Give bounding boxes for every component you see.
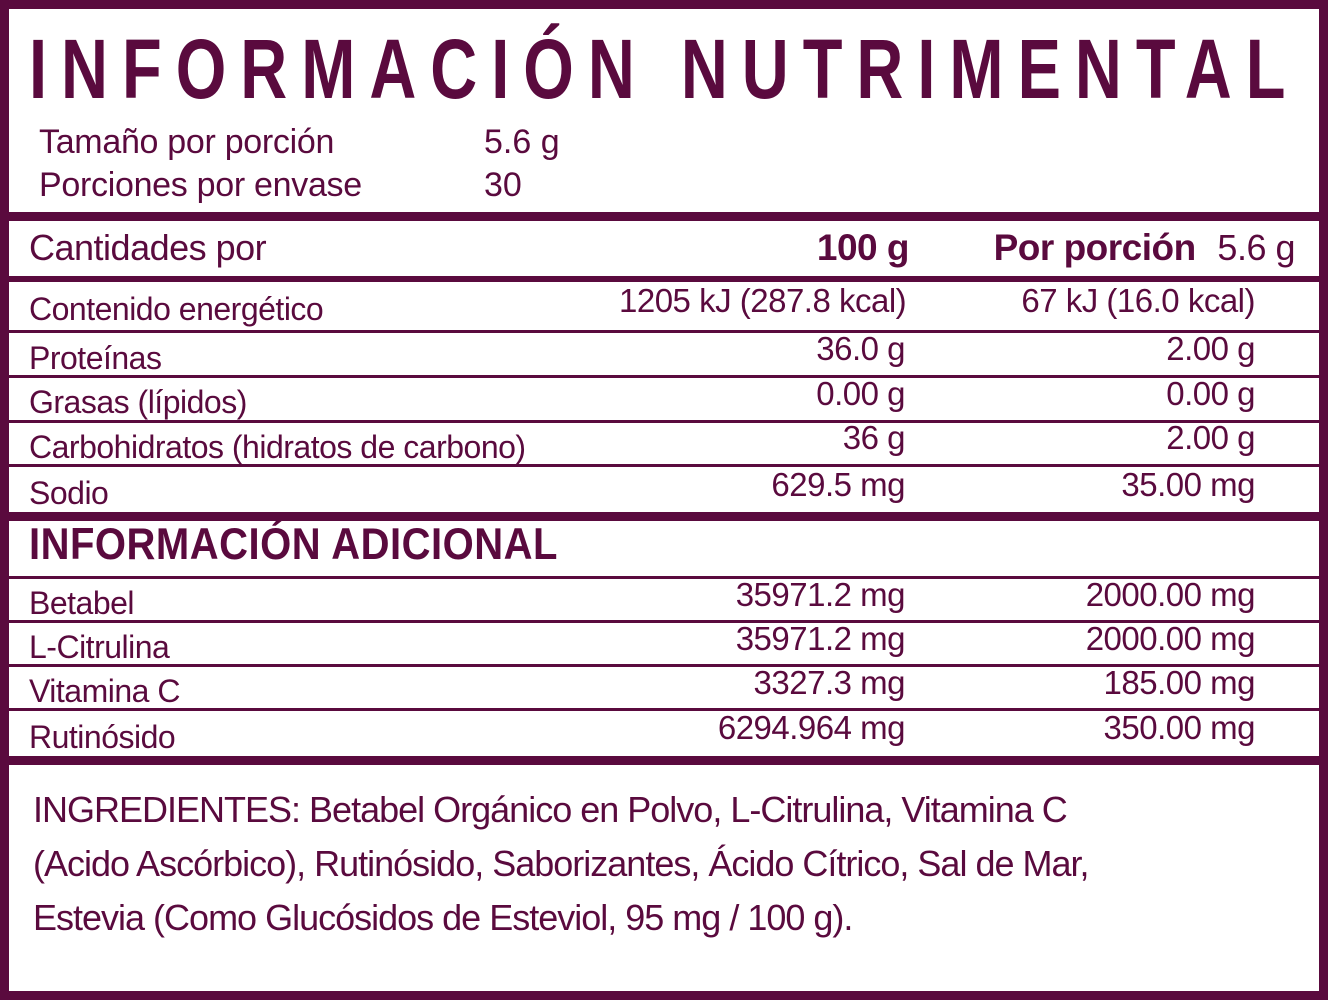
per-portion-value: 2.00 g (1166, 330, 1255, 368)
additional-info-header: INFORMACIÓN ADICIONAL (9, 519, 1319, 579)
ingredients-line: INGREDIENTES: Betabel Orgánico en Polvo,… (33, 789, 1068, 830)
ingredient-label: L-Citrulina (29, 629, 170, 665)
ingredients-panel: INGREDIENTES: Betabel Orgánico en Polvo,… (0, 756, 1328, 1000)
label-title: INFORMACIÓN NUTRIMENTAL (29, 21, 1300, 116)
per-100g-value: 0.00 g (816, 374, 905, 412)
header-panel: INFORMACIÓN NUTRIMENTAL Tamaño por porci… (0, 0, 1328, 221)
additional-info-title: INFORMACIÓN ADICIONAL (29, 519, 558, 569)
table-row-citrulina: L-Citrulina 35971.2 mg 2000.00 mg (9, 619, 1319, 667)
per-100g-value: 6294.964 mg (717, 709, 906, 746)
per-portion-value: 0.00 g (1166, 374, 1255, 412)
per-100g-value: 3327.3 mg (753, 663, 906, 701)
serving-size-value: 5.6 g (484, 123, 560, 161)
serving-size-row: Tamaño por porción 5.6 g (39, 121, 1319, 164)
table-row-rutinosido: Rutinósido 6294.964 mg 350.00 mg (9, 709, 1319, 755)
servings-per-container-label: Porciones por envase (39, 166, 362, 204)
nutrient-label: Carbohidratos (hidratos de carbono) (29, 428, 526, 465)
table-row-protein: Proteínas 36.0 g 2.00 g (9, 330, 1319, 378)
table-row-energy: Contenido energético 1205 kJ (287.8 kcal… (9, 282, 1319, 334)
ingredient-label: Vitamina C (29, 673, 180, 709)
per-portion-value: 185.00 mg (1103, 663, 1256, 701)
per-100g-value: 36 g (842, 419, 906, 457)
table-row-vitamina-c: Vitamina C 3327.3 mg 185.00 mg (9, 663, 1319, 711)
ingredients-line: Estevia (Como Glucósidos de Esteviol, 95… (33, 897, 853, 938)
amounts-per-header: Cantidades por (29, 227, 267, 269)
serving-size-label: Tamaño por porción (39, 123, 335, 161)
per-100g-header: 100 g (816, 227, 910, 269)
ingredient-label: Betabel (29, 585, 135, 621)
per-100g-value: 35971.2 mg (735, 619, 906, 657)
table-row-carbs: Carbohidratos (hidratos de carbono) 36 g… (9, 419, 1319, 468)
ingredients-line: (Acido Ascórbico), Rutinósido, Saborizan… (33, 843, 1090, 884)
nutrient-label: Contenido energético (29, 291, 324, 328)
nutrient-label: Sodio (29, 475, 109, 512)
per-portion-value: 2.00 g (1166, 419, 1255, 457)
per-portion-header-label: Por porción (993, 227, 1197, 269)
per-portion-header-size: 5.6 g (1217, 227, 1295, 269)
servings-per-container-value: 30 (484, 166, 522, 204)
table-row-sodium: Sodio 629.5 mg 35.00 mg (9, 465, 1319, 512)
nutrition-table-panel: Cantidades por 100 g Por porción 5.6 g C… (0, 212, 1328, 521)
per-portion-header: Por porción 5.6 g (949, 227, 1319, 269)
nutrient-label: Grasas (lípidos) (29, 384, 247, 421)
per-portion-value: 35.00 mg (1121, 465, 1255, 503)
table-row-betabel: Betabel 35971.2 mg 2000.00 mg (9, 575, 1319, 623)
servings-per-container-row: Porciones por envase 30 (39, 164, 1319, 207)
table-row-fat: Grasas (lípidos) 0.00 g 0.00 g (9, 374, 1319, 423)
per-portion-value: 2000.00 mg (1085, 619, 1256, 657)
per-100g-value: 629.5 mg (771, 465, 905, 503)
nutrition-table-header: Cantidades por 100 g Por porción 5.6 g (9, 221, 1319, 282)
per-portion-value: 350.00 mg (1103, 709, 1256, 746)
nutrient-label: Proteínas (29, 339, 162, 376)
per-portion-value: 67 kJ (16.0 kcal) (1021, 281, 1255, 319)
per-100g-value: 1205 kJ (287.8 kcal) (619, 281, 907, 319)
additional-info-panel: INFORMACIÓN ADICIONAL Betabel 35971.2 mg… (0, 512, 1328, 765)
ingredient-label: Rutinósido (29, 718, 176, 755)
per-100g-value: 36.0 g (816, 330, 905, 368)
per-100g-value: 35971.2 mg (735, 575, 906, 613)
per-portion-value: 2000.00 mg (1085, 575, 1256, 613)
